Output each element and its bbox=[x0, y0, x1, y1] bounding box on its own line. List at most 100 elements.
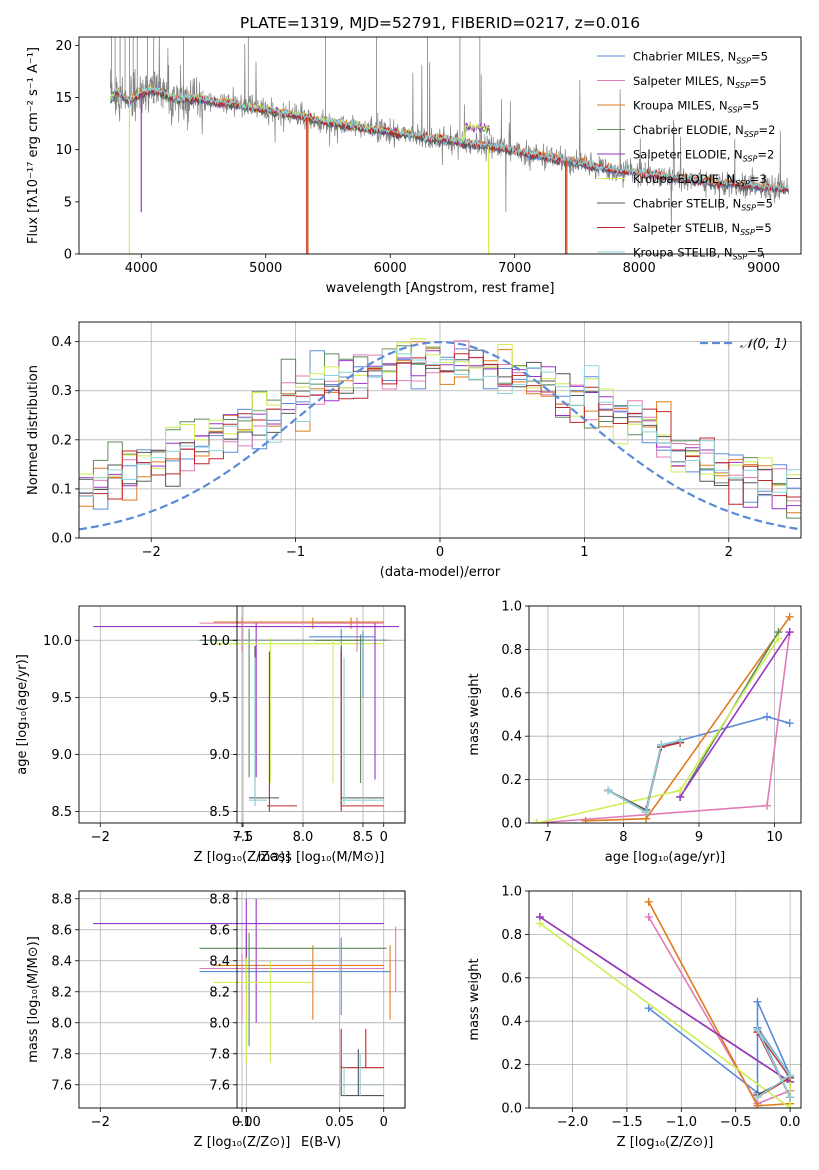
y-tick-label: 0.0 bbox=[51, 532, 72, 547]
x-tick-label: −2 bbox=[142, 545, 161, 560]
axes-frame bbox=[528, 890, 802, 1109]
axes-mass_vs_Z: −2 −1 0 7.6 7.8 8.0 8.2 8.4 8.6 8.8 Z [log₁₀(Z/Z⊙)… bbox=[26, 890, 406, 1150]
x-tick-label: 10 bbox=[766, 830, 783, 845]
y-tick-label: 7.6 bbox=[51, 1078, 72, 1093]
x-tick-label: 8000 bbox=[623, 261, 656, 276]
y-tick-label: 0.2 bbox=[51, 433, 72, 448]
weight-Z-line-kroupa_stelib bbox=[756, 1029, 792, 1098]
y-tick-label: 7.8 bbox=[209, 1047, 230, 1062]
legend-entry-chabrier_elodie: Chabrier ELODIE, NSSP=2 bbox=[633, 123, 775, 139]
plot-area bbox=[109, 37, 790, 254]
y-tick-label: 0.6 bbox=[501, 971, 522, 986]
x-axis-label: (data-model)/error bbox=[380, 565, 501, 580]
x-tick-label: 0 bbox=[380, 830, 388, 845]
y-tick-label: 9.5 bbox=[51, 691, 72, 706]
frame: 7 8 9 10 0.0 0.2 0.4 0.6 0.8 1.0 age [log₁₀(age/yr… bbox=[467, 600, 802, 865]
x-axis-label: Z [log₁₀(Z/Z⊙)] bbox=[617, 1135, 714, 1150]
y-tick-label: 0.4 bbox=[501, 730, 522, 745]
weight-age-line-salpeter_elodie bbox=[679, 631, 791, 798]
y-tick-label: 8.0 bbox=[51, 1016, 72, 1031]
x-tick-label: 0.05 bbox=[325, 1115, 354, 1130]
weight-Z-line-chabrier_miles bbox=[648, 1001, 791, 1098]
weight-age-line-kroupa_elodie bbox=[536, 638, 779, 823]
model-spectrum-kroupa_stelib bbox=[109, 86, 790, 191]
weight-Z-line-kroupa_miles bbox=[647, 901, 791, 1107]
y-tick-label: 7.6 bbox=[209, 1078, 230, 1093]
weight-age-marker-kroupa_stelib bbox=[657, 740, 666, 749]
weight-Z-marker-kroupa_stelib bbox=[753, 1025, 762, 1034]
x-tick-label: −1 bbox=[232, 1115, 251, 1130]
x-tick-label: 7 bbox=[544, 830, 552, 845]
y-tick-label: 9.0 bbox=[209, 748, 230, 763]
plot-area bbox=[249, 617, 399, 812]
y-tick-label: 8.2 bbox=[51, 985, 72, 1000]
y-tick-label: 1.0 bbox=[501, 600, 522, 615]
grid bbox=[237, 891, 405, 1108]
axes-residuals: −2 −1 0 1 2 0.0 0.1 0.2 0.3 0.4 (data-model)/error… bbox=[26, 321, 802, 580]
x-tick-label: 8.0 bbox=[293, 830, 314, 845]
weight-Z-line-kroupa_elodie bbox=[539, 922, 791, 1108]
x-axis-label: age [log₁₀(age/yr)] bbox=[605, 850, 726, 865]
x-axis-label: E(B-V) bbox=[301, 1135, 341, 1150]
y-tick-label: 10.0 bbox=[43, 634, 72, 649]
weight-age-line-salpeter_stelib bbox=[607, 741, 681, 814]
x-tick-label: 1 bbox=[580, 545, 588, 560]
y-tick-label: 9.0 bbox=[51, 748, 72, 763]
grid bbox=[237, 606, 405, 823]
x-axis-label: mass [log₁₀(M/M⊙)] bbox=[258, 850, 385, 865]
x-tick-label: −2 bbox=[91, 830, 110, 845]
y-tick-label: 0.1 bbox=[51, 482, 72, 497]
axes-frame bbox=[236, 890, 406, 1109]
frame: −2.0 −1.5 −1.0 −0.5 0.0 0.0 0.2 0.4 0.6 0.8 1.0 Z [… bbox=[467, 885, 802, 1150]
weight-Z-marker-chabrier_miles bbox=[644, 1004, 653, 1013]
plot-area bbox=[532, 612, 794, 823]
y-tick-label: 0.0 bbox=[501, 1102, 522, 1117]
y-tick-label: 8.6 bbox=[51, 923, 72, 938]
x-tick-label: 5000 bbox=[249, 261, 282, 276]
axes-spectrum: 4000 5000 6000 7000 8000 9000 0 5 10 15 20 waveleng… bbox=[26, 36, 802, 296]
axes-frame bbox=[78, 36, 802, 255]
weight-age-line-kroupa_stelib bbox=[607, 739, 681, 814]
weight-age-marker-salpeter_miles bbox=[763, 801, 771, 810]
plot-area bbox=[245, 898, 397, 1096]
y-tick-label: 9.5 bbox=[209, 691, 230, 706]
legend-entry-salpeter_miles: Salpeter MILES, NSSP=5 bbox=[633, 74, 767, 90]
x-tick-label: 7.5 bbox=[233, 830, 254, 845]
legend-entry-kroupa_elodie: Kroupa ELODIE, NSSP=3 bbox=[633, 172, 767, 188]
x-axis-label: wavelength [Angstrom, rest frame] bbox=[326, 281, 555, 296]
y-axis-label: age [log₁₀(age/yr)] bbox=[15, 654, 30, 775]
weight-Z-marker-kroupa_stelib bbox=[786, 1093, 795, 1102]
plot-area bbox=[79, 338, 801, 531]
spectrum-legend: Chabrier MILES, NSSP=5 Salpeter MILES, NS… bbox=[597, 50, 775, 262]
weight-age-marker-kroupa_elodie bbox=[676, 786, 685, 795]
y-tick-label: 10 bbox=[55, 143, 72, 158]
legend-entry-normal: 𝒩(0, 1) bbox=[740, 337, 787, 352]
y-tick-label: 8.2 bbox=[209, 985, 230, 1000]
weight-age-marker-chabrier_miles bbox=[763, 712, 771, 721]
y-tick-label: 0.4 bbox=[51, 335, 72, 350]
y-axis-label: mass weight bbox=[467, 673, 482, 755]
weight-age-marker-kroupa_stelib bbox=[676, 736, 685, 745]
x-axis-label: Z [log₁₀(Z/Z⊙)] bbox=[194, 850, 291, 865]
weight-Z-marker-kroupa_miles bbox=[644, 897, 653, 906]
x-tick-label: 4000 bbox=[125, 261, 158, 276]
y-tick-label: 7.8 bbox=[51, 1047, 72, 1062]
frame: 4000 5000 6000 7000 8000 9000 0 5 10 15 20 waveleng… bbox=[26, 36, 802, 296]
y-tick-label: 10.0 bbox=[201, 634, 230, 649]
x-tick-label: 0.00 bbox=[232, 1115, 261, 1130]
y-tick-label: 8.5 bbox=[209, 805, 230, 820]
grid bbox=[529, 605, 801, 824]
x-tick-label: −1 bbox=[286, 545, 305, 560]
x-tick-label: 0.0 bbox=[780, 1115, 801, 1130]
legend-entry-chabrier_stelib: Chabrier STELIB, NSSP=5 bbox=[633, 197, 773, 213]
y-tick-label: 15 bbox=[55, 91, 72, 106]
x-tick-label: 9000 bbox=[747, 261, 780, 276]
x-tick-label: 0 bbox=[380, 1115, 388, 1130]
x-tick-label: −1.5 bbox=[611, 1115, 643, 1130]
residual-histogram-kroupa_stelib bbox=[79, 348, 801, 497]
y-tick-label: 0.3 bbox=[51, 384, 72, 399]
y-axis-label: mass [log₁₀(M/M⊙)] bbox=[26, 936, 41, 1063]
y-tick-label: 0.2 bbox=[501, 773, 522, 788]
y-axis-label: Normed distribution bbox=[26, 365, 41, 495]
frame: 0.00 0.05 7.6 7.8 8.0 8.2 8.4 8.6 8.8 E(B-V) bbox=[209, 890, 406, 1150]
